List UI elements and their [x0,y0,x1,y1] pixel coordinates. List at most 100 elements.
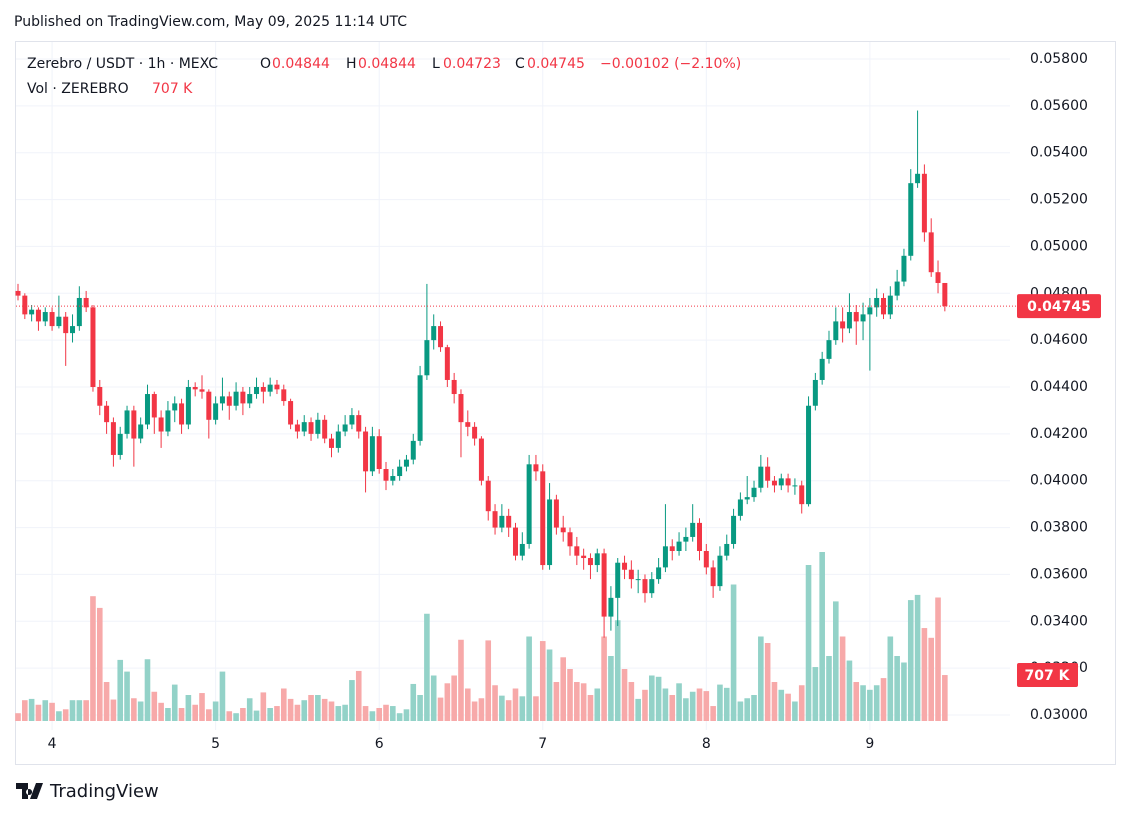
volume-bar [131,698,137,721]
candle-body [192,387,198,390]
candle-body [444,347,450,380]
volume-bar [49,702,55,721]
volume-bar [458,639,464,721]
candle-body [608,597,614,617]
candle-body [894,281,900,296]
volume-bar [417,695,423,721]
candle-body [260,387,266,392]
volume-bar [158,702,164,721]
candle-body [519,543,525,556]
candle-body [915,173,921,184]
volume-bar [185,695,192,721]
volume-bar [424,613,430,721]
volume-bar [676,683,682,721]
volume-bar [69,700,76,721]
candle-body [151,394,157,418]
volume-bar [390,706,396,721]
candle-body [199,389,205,392]
y-tick-label: 0.05200 [1030,192,1088,208]
candle-body [76,297,82,327]
candle-body [710,567,716,587]
open-letter: O [260,56,271,72]
candle-body [458,394,464,423]
candle-body [492,511,498,528]
candle-body [744,497,750,500]
volume-bar [703,691,710,721]
volume-bar [730,584,737,721]
close-letter: C [515,56,525,72]
volume-bar [383,704,389,721]
volume-bar [192,704,198,721]
volume-bar [28,698,35,721]
candle-body [628,569,634,580]
axes: 0.030000.032000.034000.036000.038000.040… [48,51,1101,752]
candle-body [383,469,389,481]
candle-body [622,562,628,570]
volume-bar [437,697,444,721]
candle-body [315,419,321,434]
candle-body [424,340,430,376]
candle-body [206,391,212,420]
candle-body [540,471,546,566]
candle-body [547,499,553,566]
candle-body [29,309,35,315]
volume-bar [867,689,873,721]
volume-bar [642,689,648,721]
candle-body [560,527,566,533]
candle-body [356,415,362,432]
candle-body [581,555,587,559]
volume-bar [321,698,328,721]
candle-body [785,478,791,486]
volume-bar [274,706,280,721]
volume-bar [526,636,532,721]
x-tick-label: 5 [211,736,220,752]
candle-body [553,499,559,528]
candle-body [860,314,866,322]
volume-bar [430,675,437,721]
candle-body [669,546,675,551]
change: −0.00102 (−2.10%) [600,56,741,72]
volume-bar [723,687,730,721]
candle-body [465,422,471,427]
volume-bar [833,601,839,721]
volume-bar [621,669,628,721]
candle-body [615,562,621,598]
volume-bar [614,620,621,721]
last-price-label: 0.04745 [1027,299,1091,315]
volume-bar [110,699,117,721]
candle-body [833,321,839,341]
candle-body [840,321,846,329]
candle-body [799,485,805,505]
volume-bar [137,701,144,721]
symbol: Zerebro / USDT · 1h · MEXC [27,56,218,72]
volume-bar [744,698,751,721]
volume-bar [376,708,382,721]
candle-body [70,326,76,334]
candle-body [219,396,225,404]
volume-bar [410,683,417,721]
y-tick-label: 0.04000 [1030,473,1088,489]
candle-body [240,391,246,404]
candle-body [247,394,253,404]
price-pane [15,110,1017,638]
candle-body [717,555,723,587]
candle-body [308,422,314,434]
last-volume-box [1017,663,1078,688]
volume-bar [464,688,471,721]
volume-bar [328,701,335,721]
candle-body [942,282,948,307]
volume-pane [15,552,948,721]
volume-bar [165,708,171,721]
candle-body [213,403,219,420]
volume-bar [539,641,546,721]
brand: TradingView [16,781,159,802]
volume-bar [717,684,723,721]
candle-body [533,464,539,472]
volume-bar [499,695,505,721]
candle-body [438,326,444,348]
volume-bar [485,640,492,721]
y-tick-label: 0.05000 [1030,238,1088,254]
candle-body [587,558,593,566]
candle-body [887,295,893,315]
volume-bar [15,713,21,721]
